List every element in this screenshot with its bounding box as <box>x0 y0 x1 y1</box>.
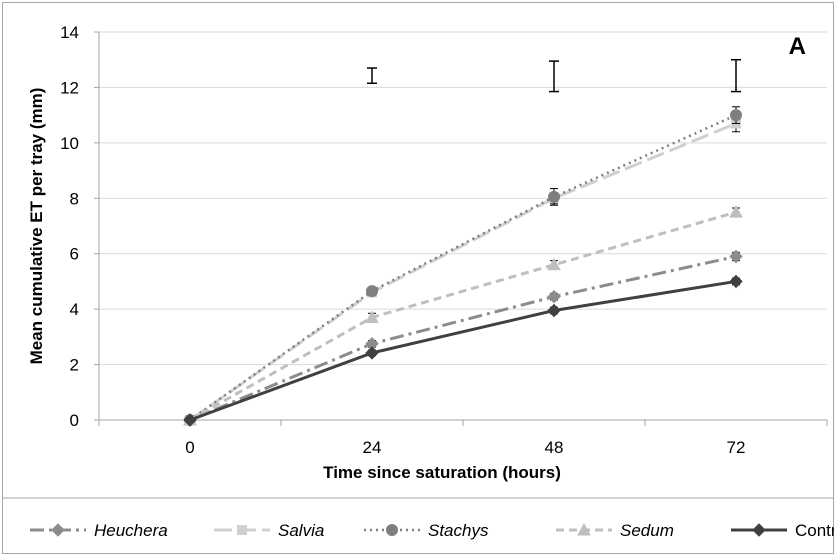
y-tick-label: 10 <box>60 134 79 153</box>
data-point <box>730 109 742 122</box>
series-line <box>189 279 737 422</box>
gridlines <box>99 31 827 366</box>
legend-swatch-marker <box>577 522 591 536</box>
legend-item: Sedum <box>556 521 674 540</box>
data-point <box>547 257 561 271</box>
legend-label: Stachys <box>428 521 489 540</box>
legend-swatch-marker <box>237 525 247 535</box>
legend-swatch-marker <box>752 523 766 537</box>
data-point <box>729 249 743 264</box>
x-tick-label: 72 <box>727 438 746 457</box>
y-tick-label: 14 <box>60 23 79 42</box>
y-tick-label: 6 <box>70 245 79 264</box>
series-line <box>189 255 737 422</box>
lsd-bars <box>367 58 741 93</box>
series-line <box>189 210 737 422</box>
legend-label: Salvia <box>278 521 324 540</box>
panel-label: A <box>789 33 806 60</box>
data-point <box>548 190 560 203</box>
y-tick-label: 12 <box>60 78 79 97</box>
data-point <box>366 285 378 298</box>
data-point <box>547 289 561 304</box>
legend-item: Stachys <box>364 521 489 540</box>
y-tick-label: 8 <box>70 189 79 208</box>
y-tick-label: 2 <box>70 356 79 375</box>
y-tick-label: 0 <box>70 411 79 430</box>
x-tick-label: 0 <box>185 438 194 457</box>
data-point <box>365 310 379 323</box>
data-point <box>365 346 379 360</box>
legend-label: Heuchera <box>94 521 168 540</box>
series-control <box>183 274 743 427</box>
x-axis-title: Time since saturation (hours) <box>323 463 561 482</box>
y-tick-label: 4 <box>70 300 79 319</box>
legend-item: Control <box>731 521 836 540</box>
y-axis-title: Mean cumulative ET per tray (mm) <box>27 88 46 365</box>
data-point <box>547 303 561 318</box>
legend-swatch-marker <box>386 524 398 536</box>
legend-swatch-marker <box>51 523 65 537</box>
legend-label: Control <box>795 521 834 540</box>
data-point <box>729 274 743 289</box>
data-point <box>729 205 743 218</box>
series-group <box>183 106 743 427</box>
legend-item: Salvia <box>214 521 324 540</box>
legend-item: Heuchera <box>30 521 168 540</box>
x-tick-label: 48 <box>545 438 564 457</box>
legend-label: Sedum <box>620 521 674 540</box>
legend: Heuchera Salvia Stachys Sedum Control <box>30 521 836 540</box>
series-sedum <box>183 205 743 426</box>
series-line <box>189 114 737 422</box>
x-tick-label: 24 <box>363 438 382 457</box>
data-point <box>183 413 197 427</box>
